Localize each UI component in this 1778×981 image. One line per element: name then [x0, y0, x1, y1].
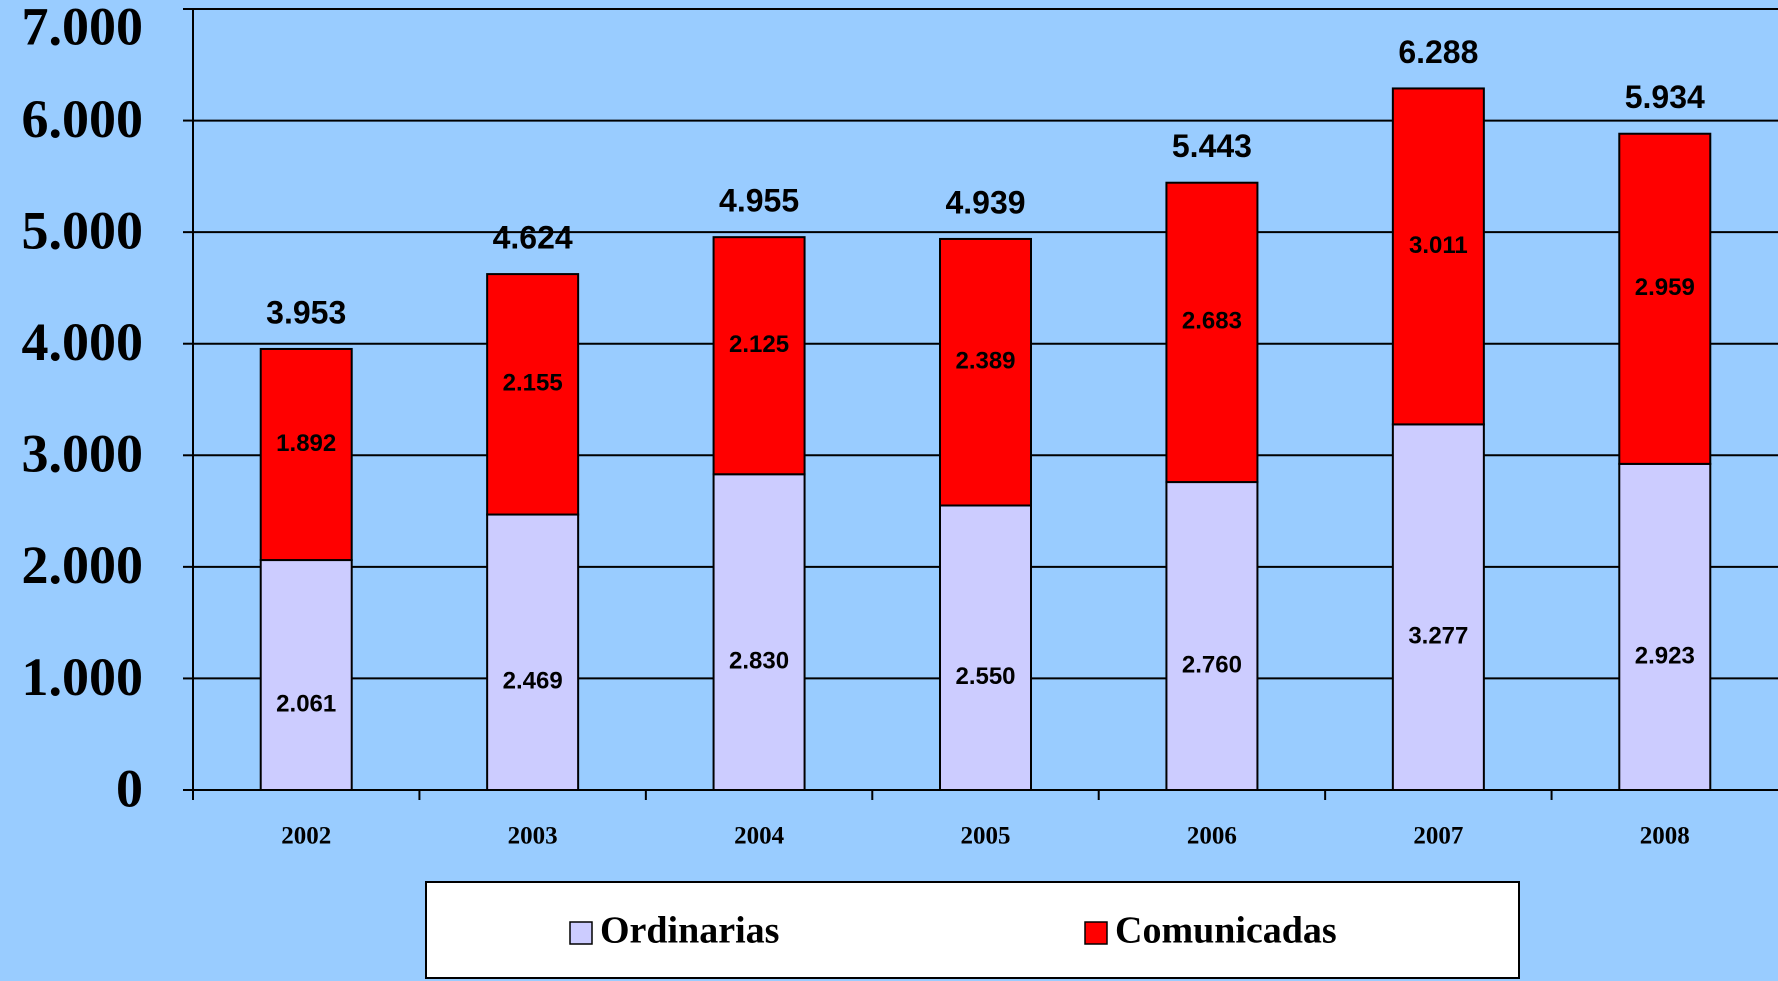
total-label: 4.624 [493, 220, 573, 256]
x-tick-label: 2002 [281, 823, 331, 850]
total-label: 6.288 [1398, 34, 1478, 70]
total-label: 4.939 [945, 184, 1025, 220]
y-tick-label: 3.000 [22, 424, 144, 484]
bar-segment [1618, 132, 1712, 465]
bar-segment [939, 504, 1032, 791]
value-label: 2.389 [955, 348, 1015, 375]
value-label: 3.277 [1408, 623, 1468, 650]
value-label: 1.892 [276, 430, 336, 457]
total-label: 3.953 [266, 294, 346, 330]
legend-label: Comunicadas [1115, 910, 1337, 952]
y-tick-label: 1.000 [22, 647, 144, 707]
x-tick-label: 2006 [1187, 823, 1237, 850]
legend-swatch [569, 921, 593, 945]
bar-segment [939, 237, 1032, 507]
bar-segment [1165, 181, 1259, 484]
bar-segment [1391, 87, 1485, 426]
legend-label: Ordinarias [600, 910, 779, 952]
bar-segment [1165, 481, 1259, 791]
value-label: 2.469 [503, 668, 563, 695]
value-label: 2.830 [729, 647, 789, 674]
total-label: 4.955 [719, 183, 799, 219]
x-tick-label: 2004 [734, 823, 785, 850]
bar-segment [259, 559, 353, 791]
bar-segment [486, 273, 580, 516]
x-tick-label: 2007 [1413, 823, 1463, 850]
y-tick-label: 2.000 [22, 535, 144, 595]
bar-segment [486, 513, 580, 791]
value-label: 2.125 [729, 331, 789, 358]
bar-segment [259, 347, 353, 562]
value-label: 2.155 [503, 370, 563, 397]
value-label: 2.959 [1635, 274, 1695, 301]
bar-segment [1618, 462, 1712, 791]
y-tick-label: 6.000 [22, 89, 144, 149]
value-label: 2.923 [1635, 642, 1695, 669]
value-label: 2.683 [1182, 308, 1242, 335]
x-tick-label: 2003 [508, 823, 558, 850]
x-tick-label: 2005 [961, 823, 1011, 850]
y-tick-label: 5.000 [22, 201, 144, 261]
bar-segment [712, 473, 806, 791]
bar-segment [712, 236, 806, 476]
value-label: 3.011 [1409, 232, 1468, 259]
legend-box [425, 881, 1520, 979]
bar-segment [1391, 423, 1485, 791]
total-label: 5.934 [1625, 79, 1705, 115]
value-label: 2.550 [955, 663, 1015, 690]
value-label: 2.061 [276, 690, 336, 717]
y-tick-label: 7.000 [22, 0, 144, 56]
y-tick-label: 4.000 [22, 312, 144, 372]
value-label: 2.760 [1182, 651, 1242, 678]
y-tick-label: 0 [116, 758, 143, 818]
x-tick-label: 2008 [1640, 823, 1690, 850]
legend-swatch [1084, 921, 1108, 945]
total-label: 5.443 [1172, 128, 1252, 164]
